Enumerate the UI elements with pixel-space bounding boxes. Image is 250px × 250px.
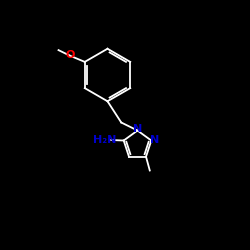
Text: N: N (150, 135, 159, 145)
Text: H₂N: H₂N (93, 135, 116, 145)
Text: N: N (134, 124, 142, 134)
Text: O: O (65, 50, 74, 60)
